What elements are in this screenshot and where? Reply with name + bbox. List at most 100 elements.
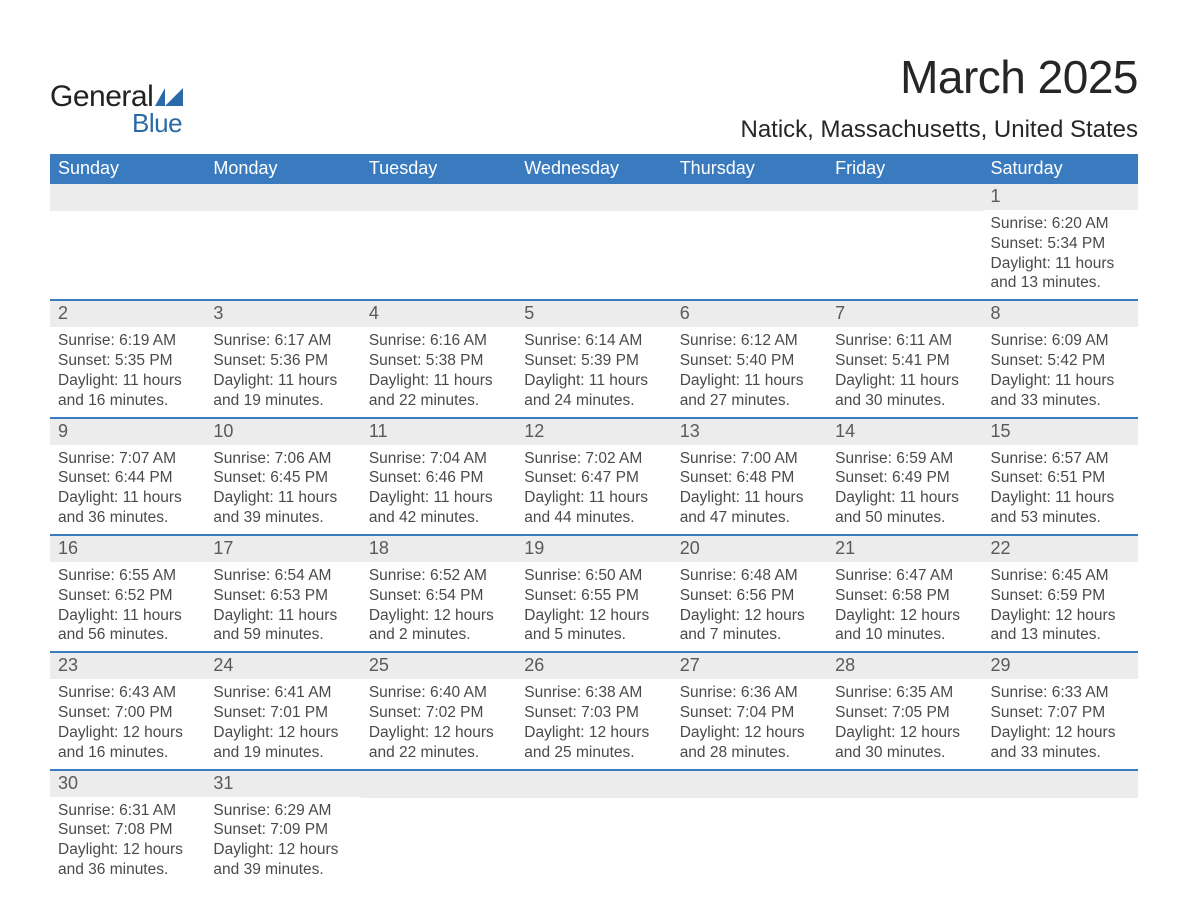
day-number: 23 bbox=[50, 653, 205, 679]
daylight-text: Daylight: 11 hours and 24 minutes. bbox=[524, 371, 663, 411]
weekday-header: Friday bbox=[827, 154, 982, 184]
sunrise-text: Sunrise: 6:11 AM bbox=[835, 331, 974, 351]
calendar-day: 9Sunrise: 7:07 AMSunset: 6:44 PMDaylight… bbox=[50, 419, 205, 534]
sunrise-text: Sunrise: 7:02 AM bbox=[524, 449, 663, 469]
sunrise-text: Sunrise: 7:04 AM bbox=[369, 449, 508, 469]
calendar-day-empty bbox=[361, 184, 516, 299]
calendar-day: 6Sunrise: 6:12 AMSunset: 5:40 PMDaylight… bbox=[672, 301, 827, 416]
calendar-week: 9Sunrise: 7:07 AMSunset: 6:44 PMDaylight… bbox=[50, 417, 1138, 534]
calendar-day: 24Sunrise: 6:41 AMSunset: 7:01 PMDayligh… bbox=[205, 653, 360, 768]
sunset-text: Sunset: 6:54 PM bbox=[369, 586, 508, 606]
sunset-text: Sunset: 6:52 PM bbox=[58, 586, 197, 606]
day-details: Sunrise: 6:48 AMSunset: 6:56 PMDaylight:… bbox=[672, 562, 827, 651]
day-details: Sunrise: 6:57 AMSunset: 6:51 PMDaylight:… bbox=[983, 445, 1138, 534]
sunrise-text: Sunrise: 6:48 AM bbox=[680, 566, 819, 586]
calendar-day: 21Sunrise: 6:47 AMSunset: 6:58 PMDayligh… bbox=[827, 536, 982, 651]
sunset-text: Sunset: 7:00 PM bbox=[58, 703, 197, 723]
sunrise-text: Sunrise: 6:29 AM bbox=[213, 801, 352, 821]
sunset-text: Sunset: 5:36 PM bbox=[213, 351, 352, 371]
brand-logo: General Blue bbox=[50, 50, 183, 139]
calendar-week: 1Sunrise: 6:20 AMSunset: 5:34 PMDaylight… bbox=[50, 184, 1138, 299]
weekday-header: Saturday bbox=[983, 154, 1138, 184]
daylight-text: Daylight: 11 hours and 22 minutes. bbox=[369, 371, 508, 411]
day-number bbox=[361, 771, 516, 798]
day-details: Sunrise: 7:04 AMSunset: 6:46 PMDaylight:… bbox=[361, 445, 516, 534]
calendar-day: 2Sunrise: 6:19 AMSunset: 5:35 PMDaylight… bbox=[50, 301, 205, 416]
month-title: March 2025 bbox=[741, 50, 1139, 104]
day-details: Sunrise: 6:12 AMSunset: 5:40 PMDaylight:… bbox=[672, 327, 827, 416]
calendar-day: 8Sunrise: 6:09 AMSunset: 5:42 PMDaylight… bbox=[983, 301, 1138, 416]
day-number: 15 bbox=[983, 419, 1138, 445]
day-details: Sunrise: 6:55 AMSunset: 6:52 PMDaylight:… bbox=[50, 562, 205, 651]
day-number: 20 bbox=[672, 536, 827, 562]
daylight-text: Daylight: 12 hours and 39 minutes. bbox=[213, 840, 352, 880]
sunrise-text: Sunrise: 6:35 AM bbox=[835, 683, 974, 703]
calendar-day: 7Sunrise: 6:11 AMSunset: 5:41 PMDaylight… bbox=[827, 301, 982, 416]
daylight-text: Daylight: 11 hours and 19 minutes. bbox=[213, 371, 352, 411]
calendar-day: 16Sunrise: 6:55 AMSunset: 6:52 PMDayligh… bbox=[50, 536, 205, 651]
sunset-text: Sunset: 7:09 PM bbox=[213, 820, 352, 840]
day-number: 5 bbox=[516, 301, 671, 327]
day-details: Sunrise: 6:31 AMSunset: 7:08 PMDaylight:… bbox=[50, 797, 205, 886]
sunrise-text: Sunrise: 6:55 AM bbox=[58, 566, 197, 586]
sunrise-text: Sunrise: 6:40 AM bbox=[369, 683, 508, 703]
day-number bbox=[827, 184, 982, 211]
daylight-text: Daylight: 11 hours and 36 minutes. bbox=[58, 488, 197, 528]
day-details: Sunrise: 7:06 AMSunset: 6:45 PMDaylight:… bbox=[205, 445, 360, 534]
sunrise-text: Sunrise: 6:19 AM bbox=[58, 331, 197, 351]
day-details: Sunrise: 6:09 AMSunset: 5:42 PMDaylight:… bbox=[983, 327, 1138, 416]
day-details: Sunrise: 6:11 AMSunset: 5:41 PMDaylight:… bbox=[827, 327, 982, 416]
sunset-text: Sunset: 5:39 PM bbox=[524, 351, 663, 371]
sunrise-text: Sunrise: 6:12 AM bbox=[680, 331, 819, 351]
calendar-day-empty bbox=[827, 184, 982, 299]
calendar-day: 14Sunrise: 6:59 AMSunset: 6:49 PMDayligh… bbox=[827, 419, 982, 534]
sunset-text: Sunset: 6:51 PM bbox=[991, 468, 1130, 488]
day-details: Sunrise: 6:33 AMSunset: 7:07 PMDaylight:… bbox=[983, 679, 1138, 768]
day-number bbox=[516, 771, 671, 798]
sunset-text: Sunset: 5:42 PM bbox=[991, 351, 1130, 371]
calendar-week: 16Sunrise: 6:55 AMSunset: 6:52 PMDayligh… bbox=[50, 534, 1138, 651]
day-details: Sunrise: 6:40 AMSunset: 7:02 PMDaylight:… bbox=[361, 679, 516, 768]
daylight-text: Daylight: 11 hours and 42 minutes. bbox=[369, 488, 508, 528]
weekday-header: Tuesday bbox=[361, 154, 516, 184]
daylight-text: Daylight: 11 hours and 47 minutes. bbox=[680, 488, 819, 528]
day-number: 12 bbox=[516, 419, 671, 445]
day-details: Sunrise: 6:45 AMSunset: 6:59 PMDaylight:… bbox=[983, 562, 1138, 651]
sunrise-text: Sunrise: 6:17 AM bbox=[213, 331, 352, 351]
sunset-text: Sunset: 5:41 PM bbox=[835, 351, 974, 371]
calendar-day: 4Sunrise: 6:16 AMSunset: 5:38 PMDaylight… bbox=[361, 301, 516, 416]
sunrise-text: Sunrise: 6:41 AM bbox=[213, 683, 352, 703]
day-details: Sunrise: 6:41 AMSunset: 7:01 PMDaylight:… bbox=[205, 679, 360, 768]
sunset-text: Sunset: 6:58 PM bbox=[835, 586, 974, 606]
sunrise-text: Sunrise: 7:06 AM bbox=[213, 449, 352, 469]
weekday-header: Monday bbox=[205, 154, 360, 184]
day-number: 3 bbox=[205, 301, 360, 327]
calendar-day-empty bbox=[983, 771, 1138, 886]
title-block: March 2025 Natick, Massachusetts, United… bbox=[741, 50, 1139, 144]
sunset-text: Sunset: 7:01 PM bbox=[213, 703, 352, 723]
calendar-day: 30Sunrise: 6:31 AMSunset: 7:08 PMDayligh… bbox=[50, 771, 205, 886]
daylight-text: Daylight: 12 hours and 7 minutes. bbox=[680, 606, 819, 646]
calendar-day: 23Sunrise: 6:43 AMSunset: 7:00 PMDayligh… bbox=[50, 653, 205, 768]
daylight-text: Daylight: 12 hours and 10 minutes. bbox=[835, 606, 974, 646]
day-number bbox=[672, 184, 827, 211]
sunrise-text: Sunrise: 6:57 AM bbox=[991, 449, 1130, 469]
daylight-text: Daylight: 12 hours and 16 minutes. bbox=[58, 723, 197, 763]
calendar-day: 27Sunrise: 6:36 AMSunset: 7:04 PMDayligh… bbox=[672, 653, 827, 768]
day-number: 21 bbox=[827, 536, 982, 562]
sunset-text: Sunset: 7:02 PM bbox=[369, 703, 508, 723]
sunset-text: Sunset: 7:04 PM bbox=[680, 703, 819, 723]
day-details: Sunrise: 6:20 AMSunset: 5:34 PMDaylight:… bbox=[983, 210, 1138, 299]
day-details: Sunrise: 6:16 AMSunset: 5:38 PMDaylight:… bbox=[361, 327, 516, 416]
calendar-day: 3 Sunrise: 6:17 AMSunset: 5:36 PMDaylight… bbox=[205, 301, 360, 416]
sunset-text: Sunset: 6:47 PM bbox=[524, 468, 663, 488]
day-number: 25 bbox=[361, 653, 516, 679]
sunset-text: Sunset: 7:08 PM bbox=[58, 820, 197, 840]
day-number bbox=[827, 771, 982, 798]
calendar-day: 22Sunrise: 6:45 AMSunset: 6:59 PMDayligh… bbox=[983, 536, 1138, 651]
sunset-text: Sunset: 6:49 PM bbox=[835, 468, 974, 488]
day-details: Sunrise: 7:02 AMSunset: 6:47 PMDaylight:… bbox=[516, 445, 671, 534]
day-number: 13 bbox=[672, 419, 827, 445]
location-subtitle: Natick, Massachusetts, United States bbox=[741, 116, 1139, 144]
calendar-day: 20Sunrise: 6:48 AMSunset: 6:56 PMDayligh… bbox=[672, 536, 827, 651]
